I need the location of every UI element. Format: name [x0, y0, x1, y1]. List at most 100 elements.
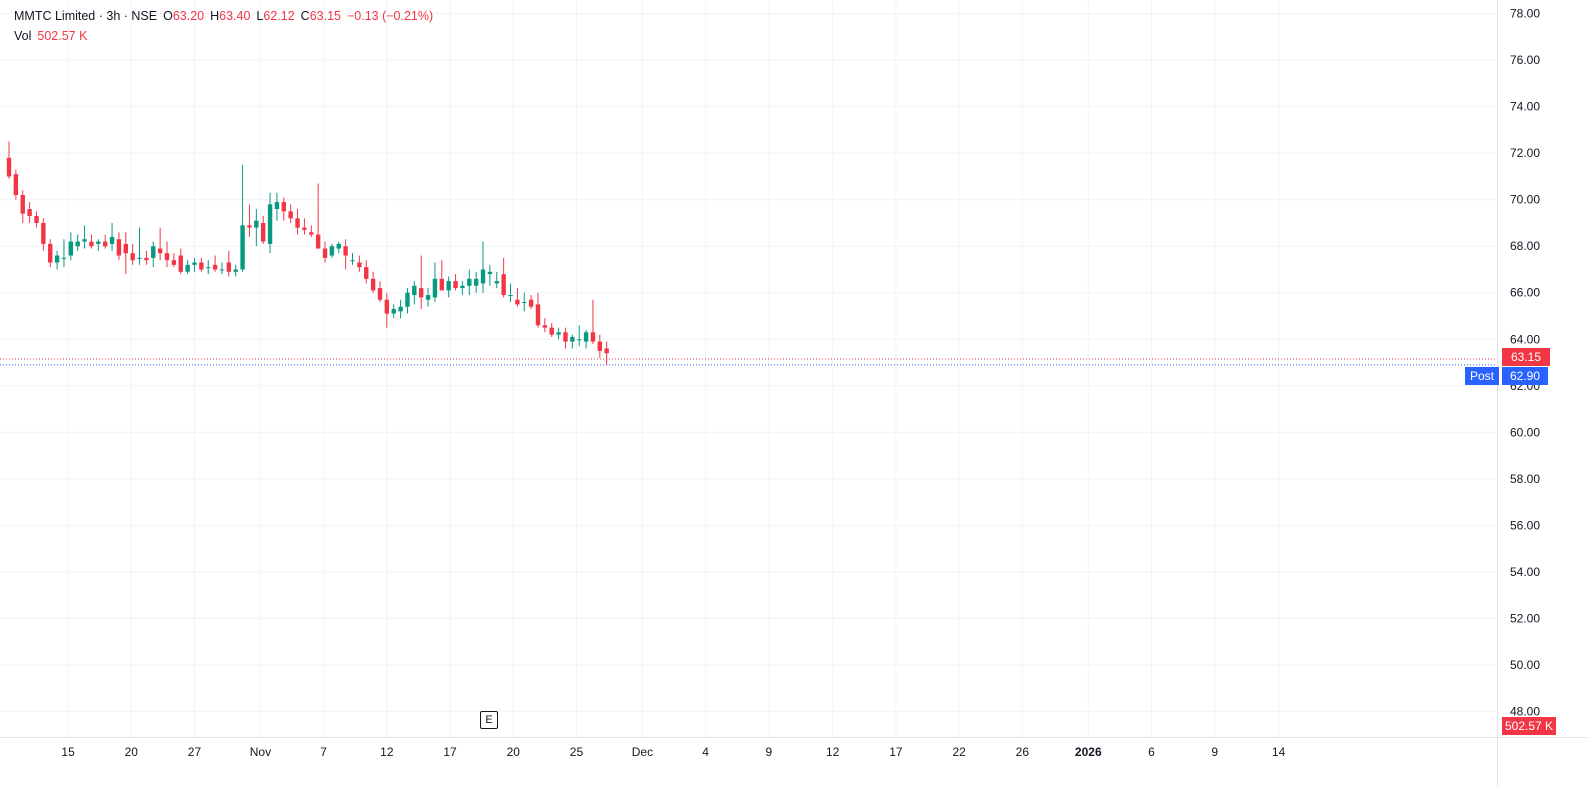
earnings-marker[interactable]: E — [480, 711, 498, 729]
x-tick-label: 22 — [952, 745, 966, 759]
candle-body — [68, 241, 74, 256]
candle-body — [157, 248, 163, 254]
symbol-label[interactable]: MMTC Limited · 3h · NSE — [14, 9, 158, 23]
candle-body — [20, 195, 25, 214]
candle-body — [137, 257, 142, 259]
candle-body — [563, 332, 568, 342]
legend-ohlc-row: MMTC Limited · 3h · NSE O63.20 H63.40 L6… — [14, 6, 433, 26]
candle-body — [274, 202, 280, 210]
x-tick-label: 2026 — [1075, 745, 1102, 759]
candle-body — [295, 218, 300, 228]
candle-body — [535, 304, 541, 326]
x-tick-label: 4 — [702, 745, 709, 759]
candle-body — [329, 246, 335, 256]
x-tick-label: 25 — [570, 745, 584, 759]
candle-body — [34, 215, 39, 223]
candle-body — [522, 302, 527, 304]
x-tick-label: 12 — [380, 745, 394, 759]
y-tick-label: 68.00 — [1510, 239, 1540, 253]
y-tick-label: 74.00 — [1510, 100, 1540, 114]
candle-body — [212, 264, 218, 270]
y-tick-label: 66.00 — [1510, 286, 1540, 300]
open-label: O — [163, 9, 173, 23]
x-tick-label: 14 — [1272, 745, 1286, 759]
candle-body — [247, 225, 252, 228]
candle-body — [130, 253, 135, 261]
candle-body — [240, 225, 245, 270]
candle-body — [364, 267, 369, 279]
candle-body — [398, 306, 403, 312]
candle-body — [48, 243, 53, 263]
candle-body — [206, 267, 211, 269]
candle-body — [82, 239, 87, 242]
candle-body — [309, 232, 314, 235]
candle-body — [75, 241, 80, 247]
x-tick-label: 7 — [320, 745, 327, 759]
volume-label[interactable]: Vol — [14, 29, 32, 43]
close-label: C — [300, 9, 310, 23]
y-tick-label: 56.00 — [1510, 518, 1540, 532]
candle-body — [467, 278, 472, 286]
y-tick-label: 52.00 — [1510, 611, 1540, 625]
x-tick-label: 12 — [826, 745, 840, 759]
x-tick-label: 17 — [889, 745, 903, 759]
candle-body — [123, 243, 128, 254]
x-tick-label: Dec — [632, 745, 653, 759]
candle-body — [199, 262, 204, 270]
candle-body — [178, 255, 183, 272]
legend: MMTC Limited · 3h · NSE O63.20 H63.40 L6… — [14, 6, 433, 46]
candle-body — [315, 234, 321, 249]
legend-volume-row: Vol 502.57 K — [14, 26, 433, 46]
candle-body — [357, 262, 362, 268]
candle-body — [542, 325, 548, 328]
candle-body — [343, 246, 348, 256]
low-label: L — [256, 9, 264, 23]
candle-body — [171, 260, 177, 265]
candle-body — [288, 211, 293, 219]
candle-body — [281, 202, 286, 212]
candle-body — [102, 241, 108, 247]
candle-body — [54, 255, 60, 263]
x-tick-label: 9 — [765, 745, 772, 759]
change-value: −0.13 (−0.21%) — [346, 9, 434, 23]
candle-body — [439, 278, 445, 291]
x-tick-label: 26 — [1016, 745, 1030, 759]
y-tick-label: 58.00 — [1510, 472, 1540, 486]
y-tick-label: 48.00 — [1510, 704, 1540, 718]
candle-body — [494, 281, 499, 284]
candle-body — [604, 348, 609, 354]
candle-body — [350, 260, 355, 262]
candle-body — [144, 257, 149, 261]
candle-body — [453, 281, 458, 289]
candle-body — [116, 239, 122, 256]
candle-body — [412, 285, 417, 296]
x-tick-label: 20 — [507, 745, 521, 759]
candle-body — [61, 257, 67, 259]
y-tick-label: 70.00 — [1510, 193, 1540, 207]
low-value: 62.12 — [263, 9, 295, 23]
candle-body — [405, 292, 410, 307]
volume-value: 502.57 K — [37, 29, 88, 43]
candle-body — [185, 264, 190, 272]
close-value: 63.15 — [309, 9, 341, 23]
candle-body — [487, 271, 493, 275]
candle-body — [391, 309, 396, 314]
candle-body — [515, 299, 520, 305]
candle-body — [419, 288, 424, 298]
candle-body — [13, 174, 19, 196]
y-tick-label: 64.00 — [1510, 332, 1540, 346]
candle-body — [577, 339, 582, 341]
volume-value-tag: 502.57 K — [1502, 717, 1556, 735]
x-tick-label: 15 — [61, 745, 75, 759]
x-tick-label: 9 — [1211, 745, 1218, 759]
candle-body — [501, 274, 506, 296]
candle-body — [425, 295, 431, 300]
candle-body — [6, 157, 12, 177]
candle-body — [96, 241, 101, 244]
open-value: 63.20 — [172, 9, 205, 23]
high-label: H — [210, 9, 220, 23]
candle-body — [192, 262, 197, 265]
post-label-tag: Post — [1465, 367, 1500, 385]
